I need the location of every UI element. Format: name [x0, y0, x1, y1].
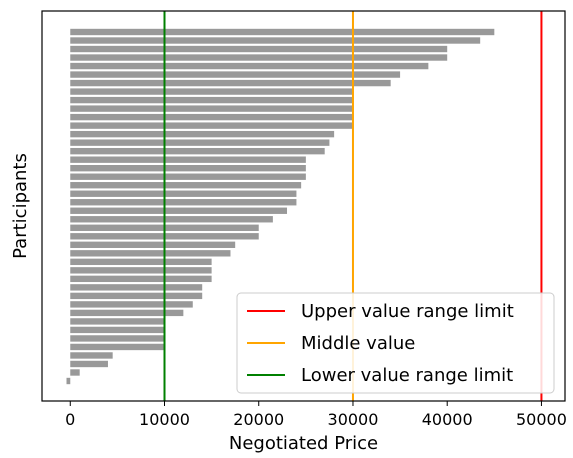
bar	[70, 343, 165, 351]
x-axis-ticks: 0 10000 20000 30000 40000 50000	[65, 401, 567, 429]
bar	[70, 45, 448, 53]
plot-frame	[41, 10, 566, 402]
bar	[70, 122, 353, 129]
bar	[70, 335, 165, 342]
bar	[70, 292, 203, 300]
bar	[70, 199, 297, 206]
legend-label: Upper value range limit	[301, 301, 514, 322]
x-tick-label: 50000	[516, 410, 567, 429]
bar	[70, 182, 302, 189]
bar	[70, 216, 273, 223]
x-tick-label: 20000	[233, 410, 284, 429]
bar	[70, 156, 306, 163]
bar	[70, 105, 353, 112]
bar	[70, 147, 325, 155]
bar	[70, 173, 306, 180]
bar	[70, 369, 80, 376]
bar	[70, 275, 212, 283]
bar	[70, 62, 429, 70]
x-tick-label: 0	[65, 410, 75, 429]
y-axis-label: Participants	[10, 153, 31, 259]
bar	[70, 250, 231, 257]
bar	[70, 79, 391, 87]
legend: Upper value range limit Middle value Lower…	[236, 292, 555, 394]
bar	[70, 318, 165, 325]
legend-label: Middle value	[301, 333, 415, 354]
bar	[70, 267, 212, 274]
x-tick-label: 40000	[422, 410, 473, 429]
x-axis-label: Negotiated Price	[229, 433, 378, 454]
bar	[70, 28, 495, 36]
legend-label: Lower value range limit	[301, 365, 513, 386]
bar	[70, 258, 212, 266]
bar	[70, 190, 297, 197]
bar	[70, 139, 330, 146]
bar	[70, 165, 306, 172]
bar	[70, 113, 353, 121]
bar	[70, 360, 108, 368]
bar	[70, 309, 184, 317]
bar	[70, 71, 401, 78]
bar	[70, 54, 448, 61]
legend-box	[236, 292, 555, 394]
bar	[70, 207, 288, 214]
bar	[70, 284, 203, 291]
bar	[66, 377, 71, 385]
bar	[70, 352, 113, 359]
bar	[70, 88, 353, 95]
bar	[70, 241, 236, 248]
x-tick-label: 10000	[139, 410, 190, 429]
bar	[70, 96, 353, 104]
x-tick-label: 30000	[328, 410, 379, 429]
bar	[70, 301, 193, 308]
bar	[70, 130, 335, 138]
bar	[70, 326, 165, 334]
bar	[70, 37, 481, 44]
bars-group	[66, 28, 495, 385]
